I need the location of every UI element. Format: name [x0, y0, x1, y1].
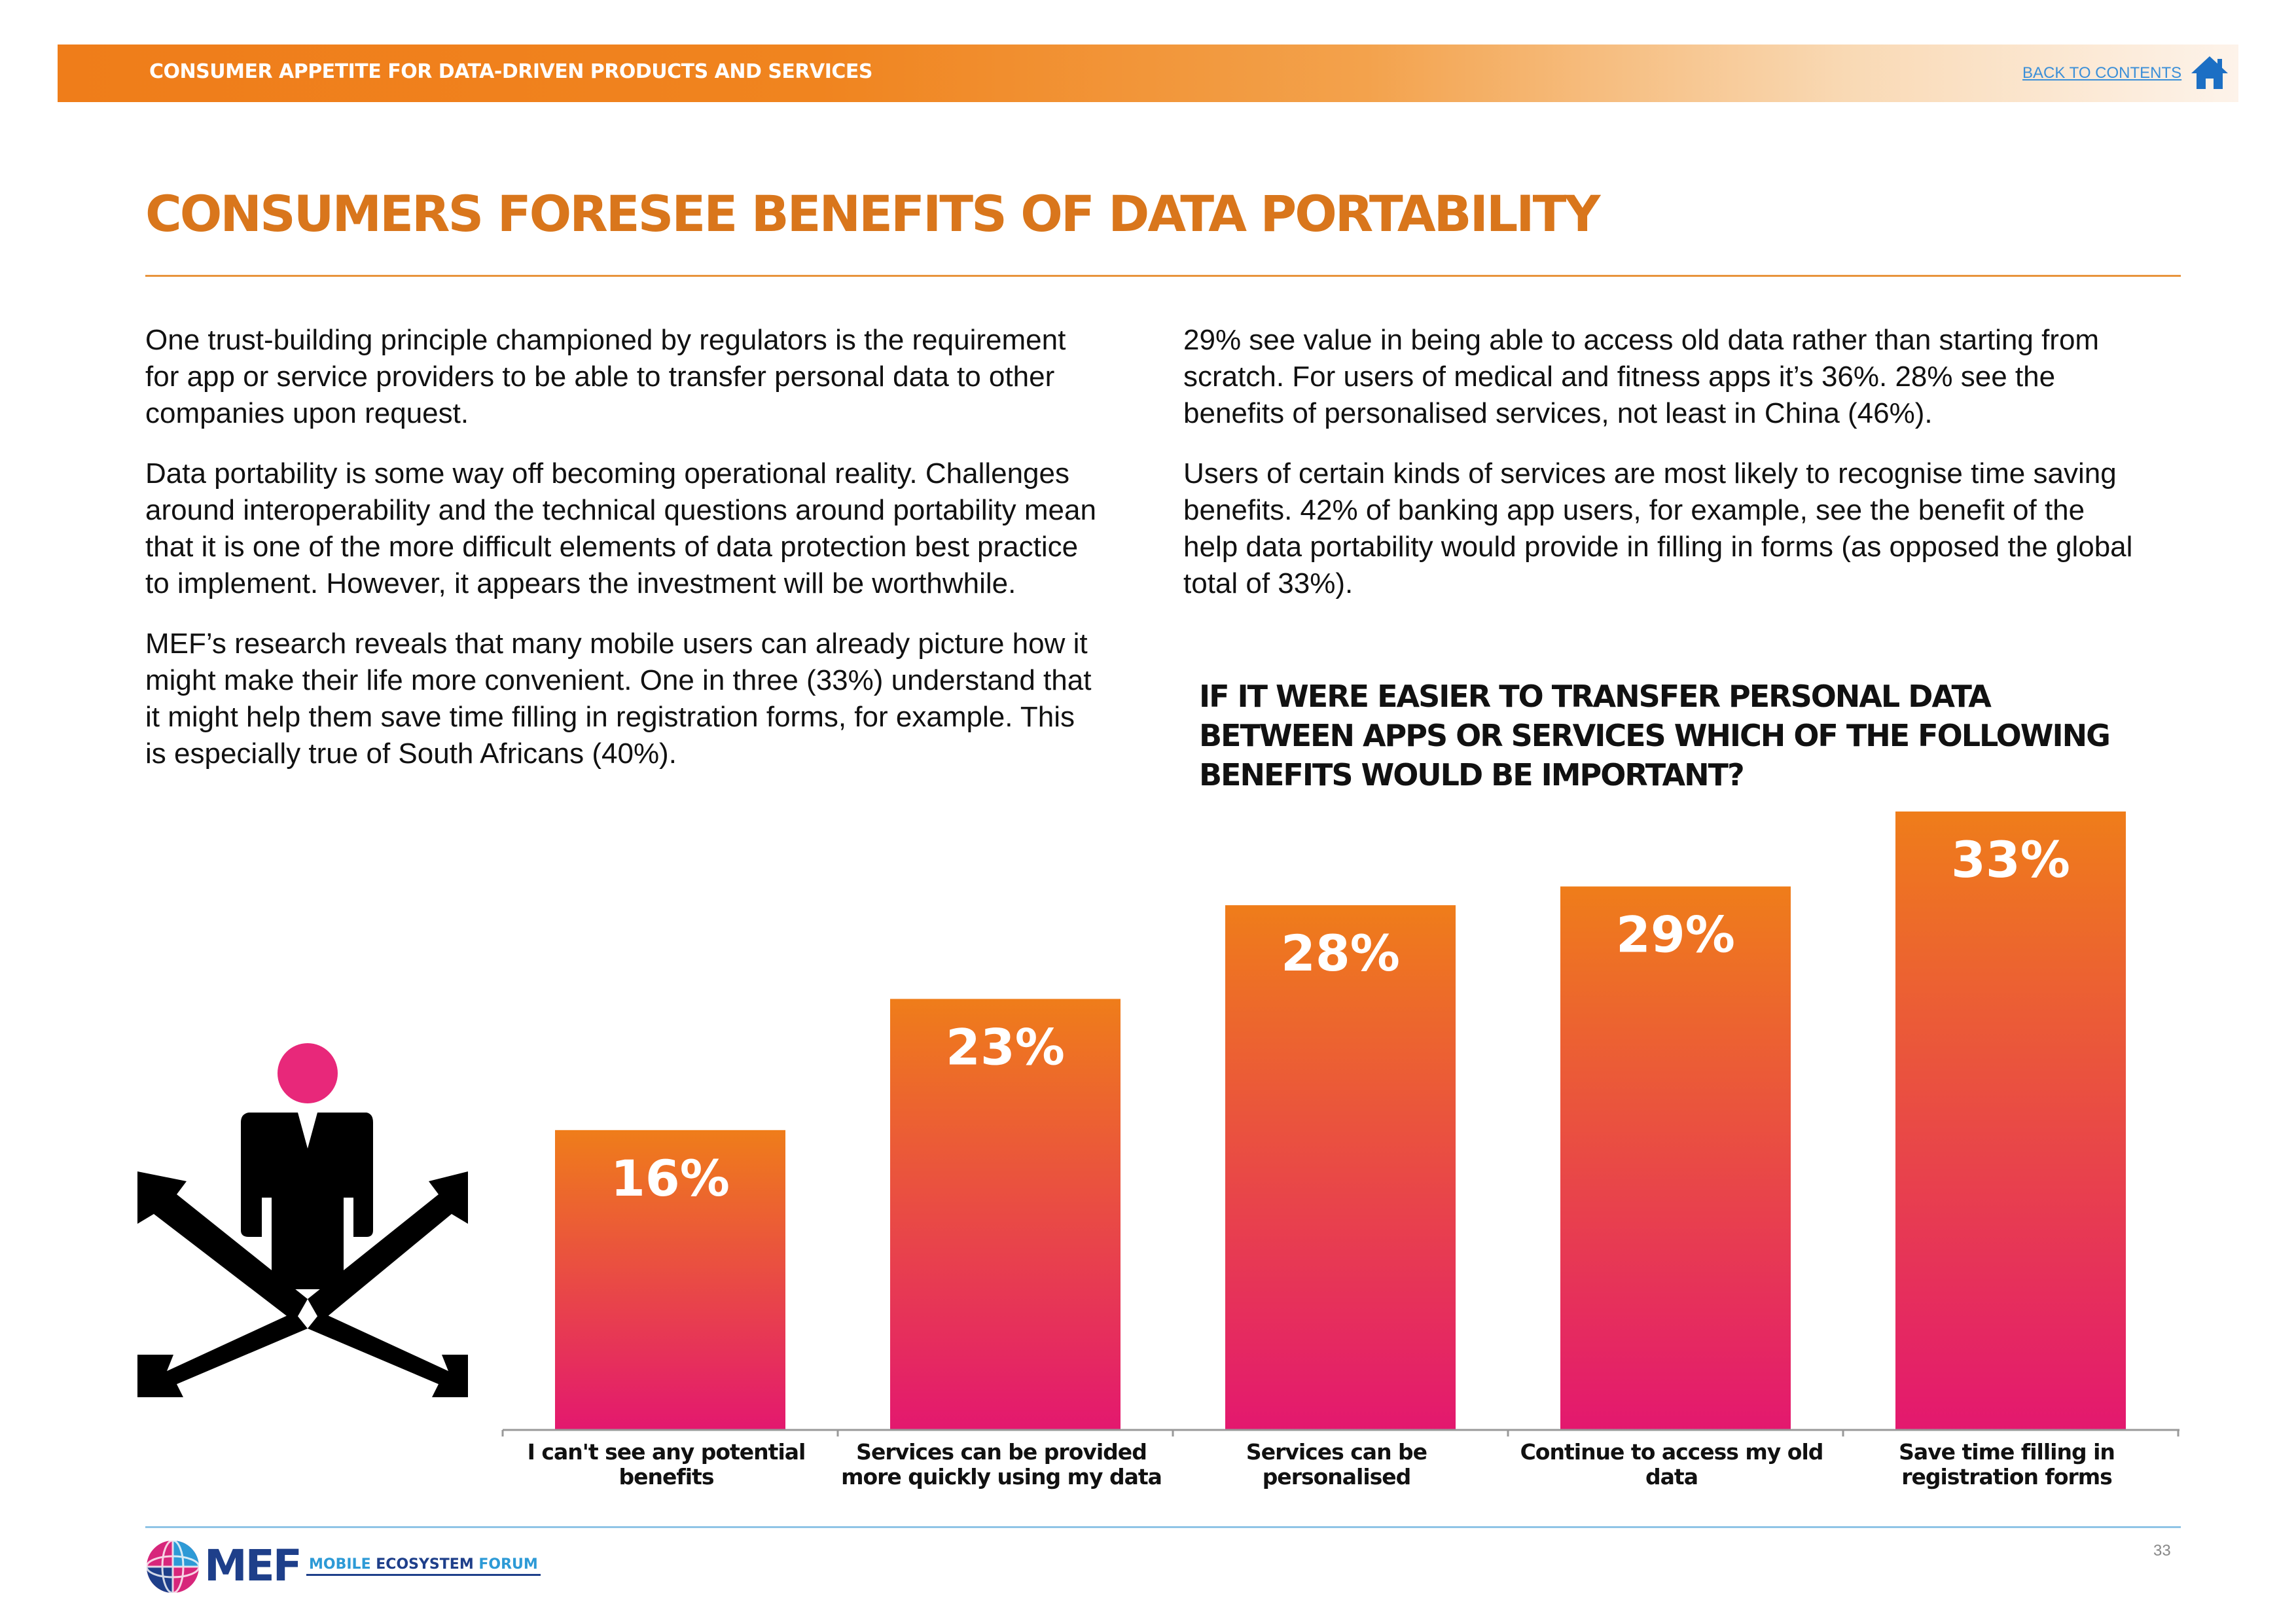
right-text-column: 29% see value in being able to access ol…	[1183, 322, 2139, 626]
body-paragraph: MEF’s research reveals that many mobile …	[145, 628, 1092, 770]
title-divider	[145, 275, 2181, 277]
x-axis-ticks	[501, 1430, 2179, 1436]
body-paragraph: One trust-building principle championed …	[145, 324, 1066, 429]
page-number: 33	[2153, 1542, 2171, 1560]
logo-wordmark: MEF	[204, 1541, 302, 1591]
left-text-column: One trust-building principle championed …	[145, 322, 1101, 796]
page-title: CONSUMERS FORESEE BENEFITS OF DATA PORTA…	[145, 185, 1600, 243]
x-tick-label: I can't see any potential benefits	[527, 1439, 806, 1489]
x-tick-label: Services can be personalised	[1246, 1439, 1427, 1489]
mef-logo: MEF MOBILE ECOSYSTEM FORUM	[145, 1537, 564, 1596]
bar-value-label: 28%	[1281, 924, 1400, 982]
bars-group: 16% 23% 28% 29% 33%	[555, 812, 2126, 1430]
bar-4	[1560, 886, 1791, 1430]
person-crossroads-icon	[137, 1043, 468, 1397]
bar-value-label: 23%	[946, 1018, 1065, 1076]
bar-2	[890, 999, 1121, 1430]
bar-value-label: 16%	[611, 1149, 730, 1207]
footer-divider	[145, 1526, 2181, 1528]
bar-1	[555, 1130, 785, 1430]
logo-subtitle-highlight: MOBILE	[309, 1556, 371, 1573]
logo-subtitle-rest: ECOSYSTEM	[376, 1556, 474, 1573]
logo-subtitle: MOBILE ECOSYSTEM FORUM	[306, 1556, 541, 1576]
body-paragraph: 29% see value in being able to access ol…	[1183, 324, 2100, 429]
x-tick-label: Continue to access my old data	[1520, 1439, 1824, 1489]
body-paragraph: Users of certain kinds of services are m…	[1183, 457, 2133, 599]
bar-value-label: 33%	[1951, 830, 2070, 889]
header-bar: CONSUMER APPETITE FOR DATA-DRIVEN PRODUC…	[58, 45, 2238, 102]
x-tick-label: Save time filling in registration forms	[1899, 1439, 2115, 1489]
bar-3	[1225, 905, 1456, 1430]
home-icon[interactable]	[2190, 54, 2229, 90]
section-title: CONSUMER APPETITE FOR DATA-DRIVEN PRODUC…	[149, 60, 873, 83]
globe-icon	[145, 1539, 200, 1594]
x-tick-label: Services can be provided more quickly us…	[841, 1439, 1162, 1489]
bar-value-label: 29%	[1616, 906, 1735, 964]
body-paragraph: Data portability is some way off becomin…	[145, 457, 1096, 599]
bar-5	[1895, 812, 2126, 1430]
back-to-contents-link[interactable]: BACK TO CONTENTS	[2022, 64, 2182, 82]
logo-subtitle-end: FORUM	[478, 1556, 538, 1573]
chart-title: IF IT WERE EASIER TO TRANSFER PERSONAL D…	[1199, 679, 2111, 793]
